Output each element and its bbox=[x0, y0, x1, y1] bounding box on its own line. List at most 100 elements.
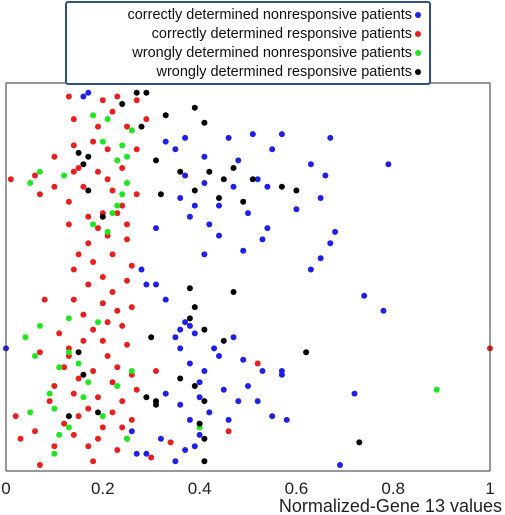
data-point-series-1 bbox=[278, 371, 285, 378]
data-point-series-1 bbox=[153, 225, 159, 232]
data-point-series-1 bbox=[201, 180, 208, 186]
data-point-series-1 bbox=[269, 413, 276, 420]
data-point-series-2 bbox=[90, 138, 97, 145]
data-point-series-2 bbox=[90, 259, 97, 265]
data-point-series-2 bbox=[70, 390, 77, 397]
data-point-series-1 bbox=[322, 172, 329, 179]
data-point-series-2 bbox=[36, 462, 43, 468]
data-point-series-2 bbox=[61, 364, 68, 371]
data-point-series-2 bbox=[114, 210, 121, 217]
data-point-series-1 bbox=[249, 131, 256, 138]
data-point-series-3 bbox=[27, 409, 34, 416]
data-point-series-2 bbox=[70, 142, 77, 149]
data-point-series-2 bbox=[80, 337, 87, 344]
data-point-series-1 bbox=[172, 334, 179, 341]
data-point-series-1 bbox=[162, 138, 169, 145]
data-point-series-2 bbox=[99, 337, 106, 344]
data-point-series-3 bbox=[65, 349, 72, 356]
data-point-series-1 bbox=[201, 368, 208, 374]
data-point-series-1 bbox=[201, 153, 208, 160]
data-point-series-1 bbox=[240, 356, 247, 363]
data-point-series-2 bbox=[153, 368, 159, 374]
data-point-series-2 bbox=[12, 413, 19, 420]
legend: correctly determined nonresponsive patie… bbox=[65, 1, 431, 85]
data-point-series-4 bbox=[201, 458, 208, 465]
data-point-series-2 bbox=[41, 296, 48, 303]
data-point-series-3 bbox=[99, 413, 106, 420]
data-point-series-1 bbox=[235, 398, 242, 405]
data-point-series-3 bbox=[36, 168, 43, 175]
data-point-series-3 bbox=[36, 322, 43, 329]
data-point-series-4 bbox=[303, 349, 310, 356]
legend-marker bbox=[415, 31, 421, 37]
data-point-series-2 bbox=[70, 266, 77, 273]
data-point-series-4 bbox=[249, 176, 256, 183]
data-point-series-4 bbox=[278, 183, 285, 190]
data-point-series-4 bbox=[191, 187, 198, 194]
data-point-series-1 bbox=[182, 447, 189, 453]
data-point-series-4 bbox=[201, 398, 208, 405]
data-point-series-1 bbox=[245, 383, 251, 389]
data-point-series-2 bbox=[124, 341, 130, 348]
data-point-series-3 bbox=[114, 157, 121, 164]
data-point-series-4 bbox=[75, 149, 82, 156]
data-point-series-4 bbox=[162, 112, 169, 119]
data-point-series-3 bbox=[119, 191, 126, 198]
data-point-series-3 bbox=[65, 424, 72, 431]
data-point-series-4 bbox=[138, 123, 145, 130]
legend-label: correctly determined nonresponsive patie… bbox=[127, 7, 412, 23]
x-tick-label: 0.6 bbox=[285, 479, 309, 498]
data-point-series-2 bbox=[114, 364, 121, 371]
legend-label: wrongly determined responsive patients bbox=[156, 64, 413, 80]
x-axis-title: Normalized-Gene 13 values bbox=[279, 496, 502, 515]
data-point-series-3 bbox=[119, 142, 126, 149]
data-point-series-1 bbox=[380, 307, 387, 314]
data-point-series-2 bbox=[128, 304, 135, 311]
data-point-series-1 bbox=[230, 334, 237, 341]
data-point-series-2 bbox=[167, 439, 174, 446]
data-point-series-2 bbox=[119, 202, 126, 209]
data-point-series-2 bbox=[119, 398, 126, 405]
data-point-series-2 bbox=[80, 183, 87, 190]
plot-frame bbox=[5, 82, 491, 472]
data-point-series-1 bbox=[293, 206, 300, 213]
data-point-series-2 bbox=[128, 262, 135, 269]
data-point-series-4 bbox=[240, 198, 247, 205]
data-point-series-4 bbox=[220, 337, 227, 344]
data-point-series-2 bbox=[85, 240, 92, 247]
data-point-series-1 bbox=[143, 450, 150, 457]
data-point-series-4 bbox=[177, 375, 184, 382]
data-point-series-1 bbox=[385, 161, 392, 168]
data-point-series-2 bbox=[99, 424, 106, 431]
data-point-series-3 bbox=[124, 153, 130, 160]
data-point-series-2 bbox=[51, 153, 58, 160]
data-point-series-2 bbox=[124, 123, 130, 130]
data-point-series-1 bbox=[220, 386, 227, 393]
x-tick-label: 1 bbox=[485, 479, 494, 498]
data-point-series-4 bbox=[95, 409, 101, 416]
data-point-series-1 bbox=[85, 89, 92, 96]
data-point-series-1 bbox=[177, 326, 184, 333]
data-point-series-2 bbox=[104, 319, 111, 326]
data-point-series-1 bbox=[327, 240, 334, 247]
data-point-series-2 bbox=[109, 108, 116, 115]
data-point-series-3 bbox=[51, 450, 58, 457]
data-point-series-1 bbox=[133, 450, 140, 457]
x-axis-ticks: 0 0.2 0.4 0.6 0.8 1 bbox=[1, 479, 494, 498]
legend-marker bbox=[415, 50, 421, 56]
data-point-series-2 bbox=[124, 221, 130, 228]
data-point-series-2 bbox=[148, 454, 155, 461]
data-point-series-2 bbox=[70, 168, 77, 175]
data-point-series-1 bbox=[235, 157, 242, 164]
data-point-series-1 bbox=[128, 428, 135, 435]
data-point-series-2 bbox=[109, 187, 116, 194]
data-point-series-3 bbox=[90, 221, 97, 228]
data-point-series-1 bbox=[182, 134, 189, 141]
data-point-series-2 bbox=[133, 97, 140, 104]
data-point-series-1 bbox=[317, 255, 324, 262]
data-point-series-3 bbox=[90, 112, 97, 119]
legend-marker bbox=[415, 12, 421, 18]
data-point-series-1 bbox=[230, 183, 237, 190]
data-point-series-2 bbox=[95, 168, 101, 175]
